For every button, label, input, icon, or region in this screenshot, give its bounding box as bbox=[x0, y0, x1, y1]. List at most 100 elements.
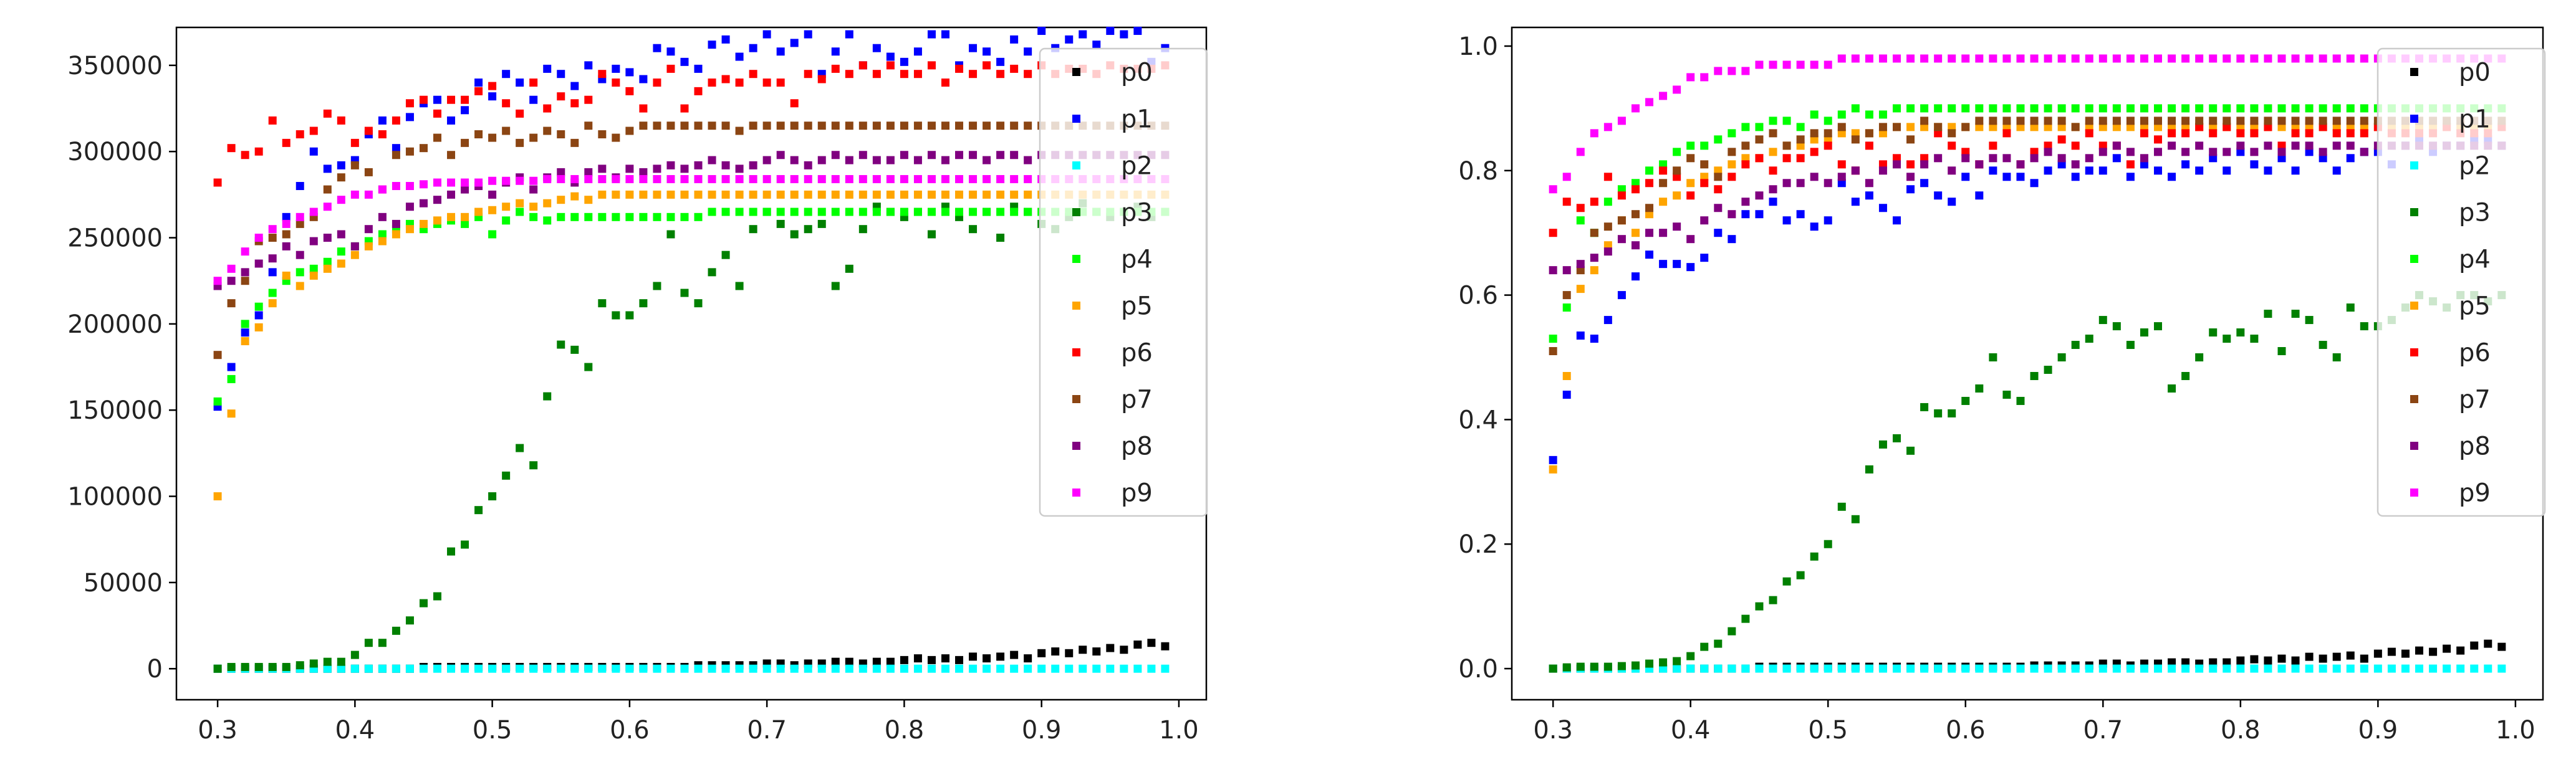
right-point-p3 bbox=[1782, 577, 1791, 586]
left-point-p6 bbox=[969, 70, 978, 79]
right-legend-marker-p5 bbox=[2410, 302, 2418, 310]
right-point-p2 bbox=[2112, 664, 2121, 673]
right-point-p7 bbox=[1769, 129, 1777, 138]
left-legend-label-p7: p7 bbox=[1121, 386, 1153, 414]
right-point-p2 bbox=[2456, 664, 2465, 673]
left-point-p5 bbox=[900, 190, 908, 199]
right-point-p4 bbox=[2057, 104, 2066, 113]
left-point-p2 bbox=[405, 664, 414, 673]
right-x-tick-label: 0.7 bbox=[2083, 716, 2123, 745]
left-point-p5 bbox=[845, 190, 853, 199]
left-point-p1 bbox=[900, 57, 908, 66]
left-point-p4 bbox=[955, 207, 964, 216]
right-point-p3 bbox=[1741, 614, 1750, 623]
left-point-p7 bbox=[831, 122, 840, 130]
left-point-p2 bbox=[1079, 664, 1087, 673]
left-point-p6 bbox=[913, 70, 922, 79]
left-point-p9 bbox=[762, 174, 771, 183]
left-point-p4 bbox=[584, 212, 593, 221]
left-point-p4 bbox=[268, 288, 277, 297]
right-point-p2 bbox=[1686, 664, 1695, 673]
left-legend-label-p1: p1 bbox=[1121, 105, 1153, 134]
right-point-p5 bbox=[2305, 123, 2314, 131]
left-point-p7 bbox=[488, 133, 497, 142]
left-point-p9 bbox=[749, 174, 757, 183]
right-point-p8 bbox=[2085, 154, 2093, 163]
right-point-p2 bbox=[2223, 664, 2231, 673]
left-point-p6 bbox=[419, 95, 428, 104]
right-point-p0 bbox=[2484, 639, 2492, 648]
right-legend-label-p0: p0 bbox=[2459, 59, 2491, 87]
right-point-p3 bbox=[2085, 335, 2093, 343]
right-point-p0 bbox=[2497, 642, 2506, 651]
right-point-p7 bbox=[2030, 117, 2039, 125]
left-point-p9 bbox=[213, 277, 222, 285]
left-point-p8 bbox=[447, 190, 456, 199]
right-point-p1 bbox=[1659, 260, 1668, 269]
left-point-p2 bbox=[447, 664, 456, 673]
right-point-p4 bbox=[1934, 104, 1943, 113]
right-point-p7 bbox=[1590, 229, 1598, 237]
right-point-p8 bbox=[2277, 148, 2286, 156]
left-point-p0 bbox=[969, 652, 978, 661]
right-point-p1 bbox=[2112, 154, 2121, 163]
right-point-p9 bbox=[1892, 54, 1901, 63]
right-point-p4 bbox=[2140, 104, 2148, 113]
left-point-p1 bbox=[872, 44, 881, 52]
right-point-p1 bbox=[2277, 154, 2286, 163]
right-point-p2 bbox=[1741, 664, 1750, 673]
right-point-p4 bbox=[1700, 141, 1709, 150]
left-point-p6 bbox=[227, 144, 236, 153]
right-point-p8 bbox=[1892, 160, 1901, 169]
right-point-p3 bbox=[1948, 409, 1956, 417]
left-point-p8 bbox=[296, 250, 304, 259]
left-point-p9 bbox=[708, 174, 716, 183]
left-point-p4 bbox=[927, 207, 936, 216]
right-point-p8 bbox=[2154, 148, 2163, 156]
left-point-p3 bbox=[666, 230, 675, 239]
right-point-p1 bbox=[1631, 272, 1640, 281]
left-point-p4 bbox=[721, 207, 730, 216]
right-legend-marker-p7 bbox=[2410, 395, 2418, 403]
left-point-p8 bbox=[639, 168, 648, 176]
left-point-p6 bbox=[584, 95, 593, 104]
right-point-p6 bbox=[2223, 123, 2231, 131]
right-point-p7 bbox=[1549, 347, 1557, 356]
right-point-p2 bbox=[2181, 664, 2190, 673]
right-point-p3 bbox=[2291, 310, 2300, 318]
left-point-p3 bbox=[213, 664, 222, 673]
right-point-p7 bbox=[1714, 173, 1723, 181]
left-point-p8 bbox=[625, 164, 634, 173]
right-point-p2 bbox=[2236, 664, 2245, 673]
left-point-p6 bbox=[694, 87, 703, 95]
left-point-p3 bbox=[804, 225, 812, 234]
left-point-p3 bbox=[364, 639, 373, 647]
left-point-p0 bbox=[1106, 644, 1115, 652]
right-point-p9 bbox=[1686, 73, 1695, 82]
left-point-p0 bbox=[845, 657, 853, 666]
right-point-p2 bbox=[2250, 664, 2259, 673]
left-x-tick-label: 1.0 bbox=[1159, 716, 1199, 745]
left-point-p6 bbox=[282, 138, 291, 147]
left-point-p8 bbox=[282, 242, 291, 250]
right-point-p9 bbox=[2319, 54, 2327, 63]
left-point-p2 bbox=[557, 664, 565, 673]
right-point-p9 bbox=[2277, 54, 2286, 63]
right-point-p2 bbox=[2429, 664, 2438, 673]
left-point-p2 bbox=[735, 664, 744, 673]
left-point-p2 bbox=[886, 664, 895, 673]
left-point-p5 bbox=[268, 299, 277, 308]
right-point-p0 bbox=[2346, 651, 2355, 660]
right-point-p3 bbox=[2223, 335, 2231, 343]
left-point-p6 bbox=[666, 64, 675, 73]
left-point-p0 bbox=[913, 654, 922, 663]
right-point-p7 bbox=[2181, 117, 2190, 125]
right-point-p7 bbox=[1796, 135, 1805, 144]
left-point-p3 bbox=[241, 662, 249, 671]
right-point-p0 bbox=[2168, 658, 2176, 667]
left-point-p9 bbox=[543, 174, 552, 183]
right-point-p9 bbox=[2305, 54, 2314, 63]
left-point-p3 bbox=[296, 661, 304, 670]
left-point-p2 bbox=[969, 664, 978, 673]
right-point-p1 bbox=[1892, 216, 1901, 225]
